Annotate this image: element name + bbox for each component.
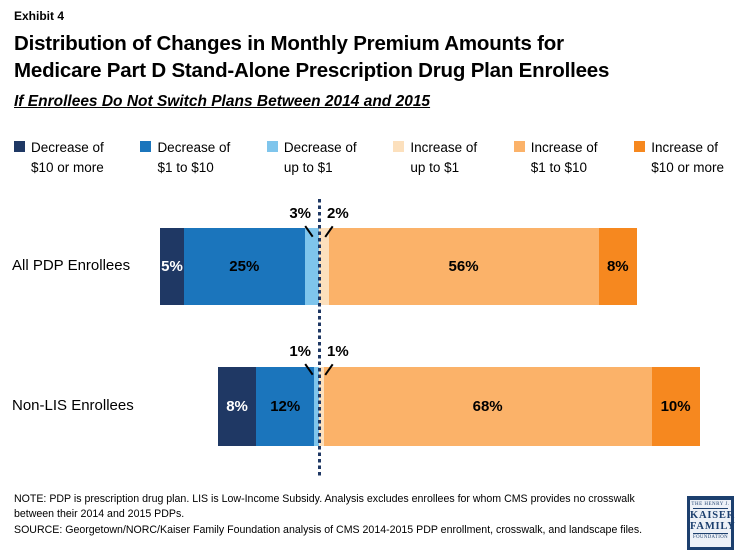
legend-item-increase_1_to_10: Increase of $1 to $10 <box>513 138 598 177</box>
legend-label: Increase of $1 to $10 <box>530 140 598 175</box>
bar-row: 5% 25% 56% 8% <box>159 228 638 305</box>
legend-swatch-icon <box>634 141 646 152</box>
callout-value-label: 3% <box>289 205 311 222</box>
legend-swatch-icon <box>140 141 152 152</box>
kff-logo-kaiser: KAISER <box>690 510 735 521</box>
page-title-line2: Medicare Part D Stand-Alone Prescription… <box>14 59 610 83</box>
source-text: SOURCE: Georgetown/NORC/Kaiser Family Fo… <box>14 524 643 536</box>
legend-swatch-icon <box>266 141 278 152</box>
bar-segment: 8% <box>217 367 257 446</box>
legend-item-decrease_1_to_10: Decrease of $1 to $10 <box>140 138 230 177</box>
legend-label: Decrease of $10 or more <box>31 140 104 175</box>
page-title-line1: Distribution of Changes in Monthly Premi… <box>14 32 564 55</box>
bar-segment: 56% <box>328 228 599 305</box>
segment-value-label: 10% <box>660 398 691 415</box>
segment-value-label: 12% <box>270 398 301 415</box>
chart-legend: Decrease of $10 or more Decrease of $1 to $… <box>14 138 724 177</box>
legend-item-increase_10_or_more: Increase of $10 or more <box>634 138 724 177</box>
note-text: NOTE: PDP is prescription drug plan. LIS… <box>14 493 635 521</box>
kff-logo-line1: THE HENRY J. <box>691 502 730 507</box>
legend-item-increase_up_to_1: Increase of up to $1 <box>393 138 477 177</box>
segment-value-label: 56% <box>448 258 479 275</box>
segment-value-label: 8% <box>606 258 629 275</box>
callout-value-label: 1% <box>289 343 311 360</box>
kff-logo-foundation: FOUNDATION <box>693 535 728 541</box>
bar-segment <box>318 228 329 305</box>
row-label: All PDP Enrollees <box>12 257 131 274</box>
kff-logo: THE HENRY J. KAISER FAMILY FOUNDATION <box>687 496 735 550</box>
kff-logo-rule-top <box>693 508 728 509</box>
kff-logo-inner: THE HENRY J. KAISER FAMILY FOUNDATION <box>690 500 735 547</box>
bar-row: 8% 12% 68% 10% <box>217 367 700 446</box>
legend-swatch-icon <box>513 141 525 152</box>
page-subtitle: If Enrollees Do Not Switch Plans Between… <box>14 93 431 110</box>
bar-segment <box>318 367 324 446</box>
exhibit-label: Exhibit 4 <box>14 9 65 23</box>
kff-logo-family: FAMILY <box>690 521 735 533</box>
legend-item-decrease_10_or_more: Decrease of $10 or more <box>14 138 104 177</box>
legend-label: Increase of up to $1 <box>410 140 478 175</box>
bar-segment: 68% <box>323 367 652 446</box>
bar-segment: 25% <box>184 228 305 305</box>
bar-segment: 10% <box>651 367 700 446</box>
bar-segment <box>304 228 319 305</box>
bar-segment: 5% <box>159 228 185 305</box>
row-label: Non-LIS Enrollees <box>12 397 134 414</box>
bar-segment <box>314 367 319 446</box>
page-title: Distribution of Changes in Monthly Premi… <box>14 30 719 85</box>
legend-label: Decrease of up to $1 <box>283 140 357 175</box>
zero-divider-dotted-line <box>317 199 321 476</box>
segment-value-label: 5% <box>161 258 183 275</box>
callout-value-label: 1% <box>327 343 349 360</box>
segment-value-label: 25% <box>229 258 260 275</box>
legend-swatch-icon <box>393 141 405 152</box>
legend-label: Decrease of $1 to $10 <box>157 140 231 175</box>
segment-value-label: 68% <box>472 398 503 415</box>
legend-swatch-icon <box>14 141 25 152</box>
bar-segment: 12% <box>256 367 315 446</box>
segment-value-label: 8% <box>226 398 248 415</box>
kff-logo-rule-bottom <box>693 533 728 535</box>
callout-value-label: 2% <box>327 205 349 222</box>
bar-segment: 8% <box>598 228 638 305</box>
legend-label: Increase of $10 or more <box>651 140 724 175</box>
legend-item-decrease_up_to_1: Decrease of up to $1 <box>266 138 357 177</box>
